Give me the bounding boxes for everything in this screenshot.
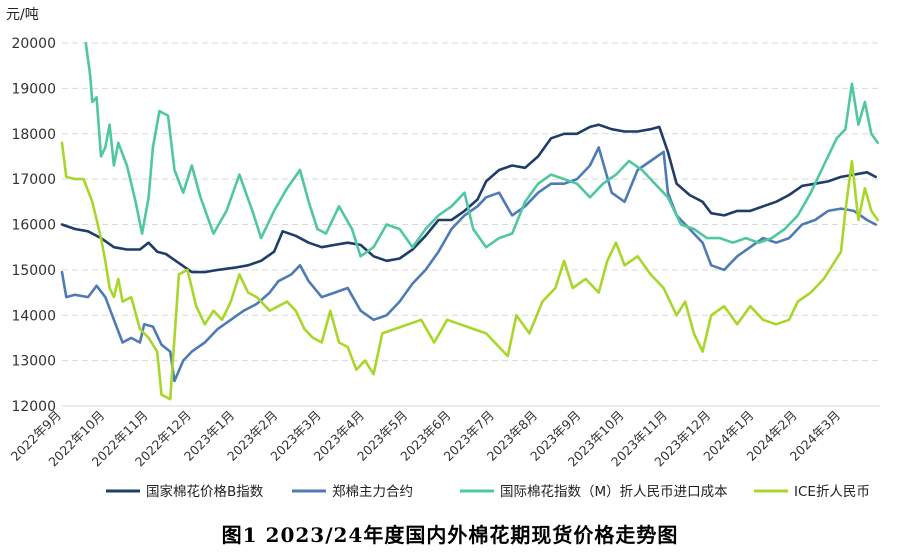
- legend-label-2: 郑棉主力合约: [332, 484, 413, 500]
- y-tick-label: 20000: [11, 36, 56, 52]
- y-tick-label: 17000: [11, 172, 56, 188]
- y-tick-label: 14000: [11, 308, 56, 324]
- y-tick-label: 19000: [11, 81, 56, 97]
- legend-label-3: 国际棉花指数（M）折人民币进口成本: [500, 484, 728, 500]
- figure-caption: 图1 2023/24年度国内外棉花期现货价格走势图: [221, 523, 679, 547]
- y-tick-label: 18000: [11, 127, 56, 143]
- y-tick-label: 13000: [11, 354, 56, 370]
- y-tick-label: 12000: [11, 399, 56, 415]
- series-lines: [60, 41, 880, 401]
- series-line-3: [84, 41, 880, 258]
- y-axis-unit-label: 元/吨: [6, 7, 39, 23]
- x-axis-tick-labels: 2022年9月2022年10月2022年11月2022年12月2023年1月20…: [8, 408, 843, 470]
- legend-label-1: 国家棉花价格B指数: [146, 483, 264, 500]
- series-line-1: [60, 123, 877, 274]
- series-line-4: [60, 141, 880, 401]
- y-tick-label: 15000: [11, 263, 56, 279]
- legend-label-4: ICE折人民币: [794, 484, 870, 500]
- price-trend-chart: 12000 13000 14000 15000 16000 17000 18000 19000…: [8, 36, 880, 500]
- y-axis-ticks: 12000 13000 14000 15000 16000 17000 18000 19000…: [11, 36, 56, 415]
- legend: 国家棉花价格B指数 郑棉主力合约 国际棉花指数（M）折人民币进口成本 ICE折人民币: [106, 483, 870, 500]
- y-tick-label: 16000: [11, 218, 56, 234]
- series-line-2: [60, 146, 877, 383]
